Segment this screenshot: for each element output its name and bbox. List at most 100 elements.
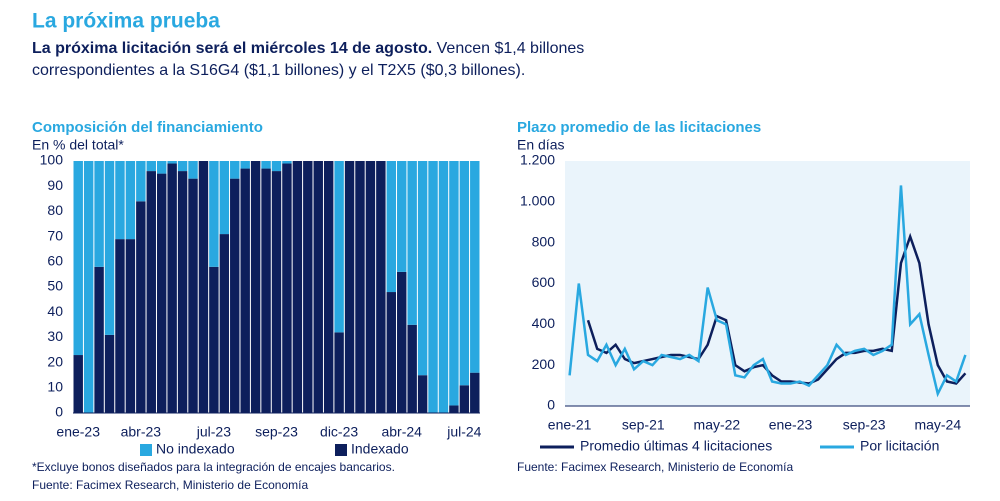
bar-segment	[271, 171, 282, 413]
legend-swatch	[140, 444, 152, 456]
bar-segment	[334, 332, 344, 413]
axis-label: En días	[517, 137, 564, 153]
bar-segment	[470, 372, 480, 413]
y-tick-label: 60	[47, 253, 63, 269]
bar-segment	[417, 161, 428, 376]
x-tick-label: abr-23	[121, 424, 162, 440]
bar-segment	[397, 271, 407, 413]
bar-segment	[271, 161, 282, 172]
bar-segment	[167, 163, 177, 413]
bar-segment	[240, 168, 250, 413]
bar-segment	[125, 239, 136, 413]
y-tick-label: 0	[547, 397, 555, 413]
bar-segment	[136, 201, 146, 413]
source: Fuente: Facimex Research, Ministerio de …	[517, 460, 793, 474]
bar-segment	[365, 161, 376, 413]
y-tick-label: 100	[40, 152, 64, 168]
bar-segment	[261, 168, 271, 413]
bar-segment	[323, 161, 334, 413]
legend-label: Promedio últimas 4 licitaciones	[580, 438, 772, 454]
bar-segment	[188, 178, 198, 413]
x-tick-label: dic-23	[320, 424, 358, 440]
bar-segment	[240, 161, 250, 169]
y-tick-label: 1.000	[520, 193, 555, 209]
x-tick-label: may-24	[914, 417, 961, 433]
bar-segment	[282, 163, 292, 413]
bar-segment	[125, 161, 136, 240]
x-tick-label: jul-23	[196, 424, 231, 440]
y-tick-label: 90	[47, 177, 63, 193]
bar-segment	[104, 334, 115, 413]
bar-segment	[428, 161, 438, 413]
x-tick-label: ene-23	[769, 417, 813, 433]
axis-label: En % del total*	[32, 137, 124, 153]
bar-segment	[397, 161, 407, 272]
subtitle-line: correspondientes a la S16G4 ($1,1 billon…	[32, 62, 525, 79]
bar-segment	[292, 161, 303, 413]
subtitle-line: Vencen $1,4 billones	[437, 40, 585, 57]
bar-segment	[156, 173, 167, 413]
chart-title: Composición del financiamiento	[32, 119, 263, 136]
bar-segment	[449, 405, 459, 413]
bar-segment	[355, 161, 365, 413]
y-tick-label: 40	[47, 303, 63, 319]
y-tick-label: 0	[55, 404, 63, 420]
legend-label: No indexado	[156, 441, 235, 457]
bar-segment	[219, 161, 230, 235]
bar-segment	[386, 161, 397, 293]
source: Fuente: Facimex Research, Ministerio de …	[32, 478, 308, 492]
y-tick-label: 50	[47, 278, 63, 294]
x-tick-label: sep-23	[843, 417, 886, 433]
y-tick-label: 30	[47, 328, 63, 344]
bar-segment	[209, 161, 219, 267]
y-tick-label: 200	[532, 356, 556, 372]
x-tick-label: sep-23	[255, 424, 298, 440]
bar-segment	[407, 324, 417, 413]
bar-segment	[386, 292, 397, 413]
x-tick-label: ene-23	[56, 424, 100, 440]
bar-segment	[167, 161, 177, 164]
x-tick-label: may-22	[694, 417, 741, 433]
bar-segment	[219, 234, 230, 413]
bar-segment	[94, 266, 104, 413]
bar-segment	[188, 161, 198, 179]
bar-segment	[94, 161, 104, 267]
bar-segment	[334, 161, 344, 333]
bar-segment	[115, 161, 125, 240]
bar-segment	[261, 161, 271, 169]
bar-segment	[459, 385, 470, 413]
bar-segment	[104, 161, 115, 335]
y-tick-label: 400	[532, 315, 556, 331]
line-series	[586, 232, 967, 385]
bar-segment	[146, 161, 156, 172]
bar-segment	[115, 239, 125, 413]
page-title: La próxima prueba	[32, 10, 220, 33]
bar-segment	[407, 161, 417, 325]
bar-segment	[209, 266, 219, 413]
y-tick-label: 10	[47, 379, 63, 395]
legend-swatch	[335, 444, 347, 456]
bar-segment	[230, 178, 240, 413]
x-tick-label: sep-21	[622, 417, 665, 433]
footnote: *Excluye bonos diseñados para la integra…	[32, 460, 395, 474]
bar-segment	[230, 161, 240, 179]
chart-title: Plazo promedio de las licitaciones	[517, 119, 761, 136]
y-tick-label: 70	[47, 227, 63, 243]
bar-segment	[177, 161, 188, 172]
bar-segment	[282, 161, 292, 164]
x-tick-label: jul-24	[446, 424, 481, 440]
bar-segment	[417, 375, 428, 413]
y-tick-label: 600	[532, 274, 556, 290]
bar-segment	[449, 161, 459, 406]
bar-segment	[470, 161, 480, 373]
bar-segment	[344, 161, 355, 413]
bar-segment	[198, 161, 209, 413]
bar-segment	[156, 161, 167, 174]
legend-label: Por licitación	[860, 438, 939, 454]
bar-segment	[313, 161, 323, 413]
bar-segment	[73, 355, 83, 413]
subtitle: La próxima licitación será el miércoles …	[32, 40, 584, 57]
bar-segment	[177, 171, 188, 413]
bar-segment	[146, 171, 156, 413]
bar-segment	[438, 161, 449, 413]
